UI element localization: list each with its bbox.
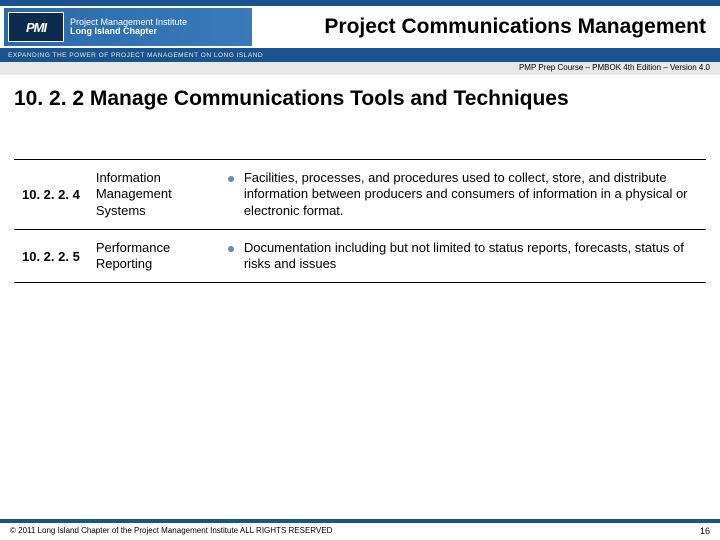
pmi-logo: PMI Project Management Institute Long Is… [4,8,252,46]
row-name: Performance Reporting [88,229,218,283]
header-row: PMI Project Management Institute Long Is… [0,6,720,48]
page-number: 16 [700,526,710,536]
content-area: 10. 2. 2. 4 Information Management Syste… [0,111,720,283]
table-row: 10. 2. 2. 4 Information Management Syste… [14,160,706,230]
banner-strip: EXPANDING THE POWER OF PROJECT MANAGEMEN… [0,48,720,62]
logo-line-2: Long Island Chapter [70,27,187,36]
page-title: Project Communications Management [252,15,710,39]
bullet-icon [228,176,234,182]
row-desc-cell: Facilities, processes, and procedures us… [218,160,706,230]
row-desc: Facilities, processes, and procedures us… [244,170,698,219]
pmi-logo-acronym: PMI [8,12,64,42]
row-number: 10. 2. 2. 5 [14,229,88,283]
row-name: Information Management Systems [88,160,218,230]
course-info-bar: PMP Prep Course – PMBOK 4th Edition – Ve… [0,62,720,75]
banner-text: EXPANDING THE POWER OF PROJECT MANAGEMEN… [8,52,263,59]
table-row: 10. 2. 2. 5 Performance Reporting Docume… [14,229,706,283]
row-desc: Documentation including but not limited … [244,240,698,273]
section-title: 10. 2. 2 Manage Communications Tools and… [0,75,720,111]
row-desc-cell: Documentation including but not limited … [218,229,706,283]
bullet-icon [228,246,234,252]
footer: © 2011 Long Island Chapter of the Projec… [0,519,720,540]
footer-text-row: © 2011 Long Island Chapter of the Projec… [0,523,720,540]
tools-table: 10. 2. 2. 4 Information Management Syste… [14,159,706,283]
pmi-logo-text: Project Management Institute Long Island… [70,18,187,37]
row-number: 10. 2. 2. 4 [14,160,88,230]
copyright-text: © 2011 Long Island Chapter of the Projec… [10,526,332,536]
